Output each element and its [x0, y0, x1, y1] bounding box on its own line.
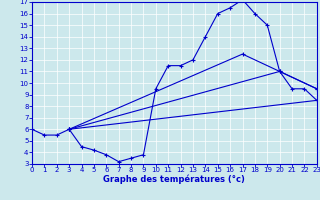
X-axis label: Graphe des températures (°c): Graphe des températures (°c)	[103, 175, 245, 184]
